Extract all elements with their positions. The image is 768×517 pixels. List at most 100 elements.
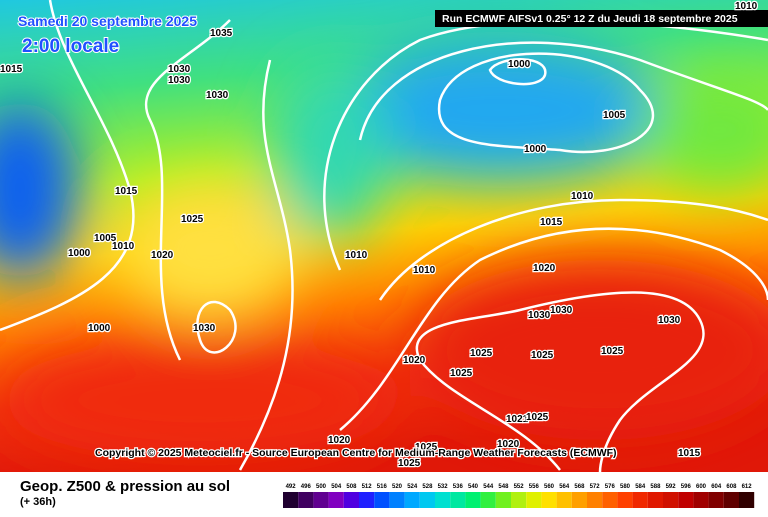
scale-swatch bbox=[571, 492, 587, 508]
scale-swatch bbox=[739, 492, 755, 508]
isobar-label: 1020 bbox=[403, 355, 426, 366]
scale-label: 612 bbox=[742, 484, 753, 490]
scale-label: 544 bbox=[483, 484, 494, 490]
scale-swatch bbox=[678, 492, 694, 508]
scale-swatch bbox=[587, 492, 603, 508]
scale-label: 560 bbox=[544, 484, 555, 490]
isobar-label: 1020 bbox=[328, 435, 351, 446]
isobar-label: 1020 bbox=[497, 439, 520, 450]
scale-label: 568 bbox=[574, 484, 585, 490]
scale-label: 504 bbox=[331, 484, 342, 490]
scale-swatch bbox=[511, 492, 527, 508]
scale-label: 520 bbox=[392, 484, 403, 490]
isobar-label: 1010 bbox=[112, 241, 135, 252]
isobar-label: 1021 bbox=[506, 414, 529, 425]
scale-swatch bbox=[526, 492, 542, 508]
scale-swatch bbox=[663, 492, 679, 508]
scale-swatch bbox=[374, 492, 390, 508]
scale-swatch bbox=[465, 492, 481, 508]
isobar-label: 1025 bbox=[601, 346, 624, 357]
scale-label: 580 bbox=[620, 484, 631, 490]
isobar-label: 1020 bbox=[533, 263, 556, 274]
isobar-label: 1030 bbox=[528, 310, 551, 321]
scale-swatch bbox=[359, 492, 375, 508]
isobar-label: 1000 bbox=[524, 144, 547, 155]
scale-swatch bbox=[693, 492, 709, 508]
scale-label: 500 bbox=[316, 484, 327, 490]
scale-label: 540 bbox=[468, 484, 479, 490]
scale-label: 600 bbox=[696, 484, 707, 490]
scale-label: 512 bbox=[362, 484, 373, 490]
scale-swatch bbox=[480, 492, 496, 508]
isobar-label: 1025 bbox=[450, 368, 473, 379]
scale-swatch bbox=[328, 492, 344, 508]
isobar-label: 1025 bbox=[526, 412, 549, 423]
isobar-label: 1030 bbox=[658, 315, 681, 326]
scale-swatch bbox=[389, 492, 405, 508]
scale-swatch bbox=[723, 492, 739, 508]
scale-label: 536 bbox=[453, 484, 464, 490]
scale-swatch bbox=[647, 492, 663, 508]
isobar-label: 1015 bbox=[540, 217, 563, 228]
isobar-label: 1025 bbox=[415, 442, 438, 453]
scale-label: 576 bbox=[605, 484, 616, 490]
isobar-label: 1010 bbox=[413, 265, 436, 276]
scale-label: 592 bbox=[666, 484, 677, 490]
isobar-label: 1005 bbox=[603, 110, 626, 121]
local-time: 2:00 locale bbox=[22, 36, 119, 57]
scale-swatch bbox=[632, 492, 648, 508]
copyright: Copyright © 2025 Meteociel.fr - Source E… bbox=[95, 447, 617, 459]
isobar-label: 1020 bbox=[151, 250, 174, 261]
scale-swatch bbox=[541, 492, 557, 508]
isobar-label: 1010 bbox=[571, 191, 594, 202]
isobar-label: 1025 bbox=[531, 350, 554, 361]
run-box bbox=[435, 10, 768, 27]
isobar-label: 1035 bbox=[210, 28, 233, 39]
scale-swatch bbox=[283, 492, 299, 508]
scale-label: 564 bbox=[559, 484, 570, 490]
lead-time: (+ 36h) bbox=[20, 496, 56, 508]
isobar-label: 1015 bbox=[0, 64, 23, 75]
scale-swatch bbox=[708, 492, 724, 508]
scale-label: 588 bbox=[650, 484, 661, 490]
color-scale: 492 496 500 504 508 512 516 520 524 528 532 536 540 5… bbox=[283, 484, 755, 508]
scale-label: 528 bbox=[422, 484, 433, 490]
scale-swatch bbox=[556, 492, 572, 508]
scale-swatch bbox=[617, 492, 633, 508]
field-blobs bbox=[0, 40, 768, 460]
date: Samedi 20 septembre 2025 bbox=[18, 13, 197, 29]
isobar-label: 1000 bbox=[508, 59, 531, 70]
scale-swatch bbox=[495, 492, 511, 508]
isobar-label: 1030 bbox=[168, 64, 191, 75]
isobar-label: 1025 bbox=[398, 458, 421, 469]
isobar-label: 1010 bbox=[345, 250, 368, 261]
scale-label: 608 bbox=[726, 484, 737, 490]
isobar-label: 1030 bbox=[206, 90, 229, 101]
scale-swatch bbox=[450, 492, 466, 508]
isobar-label: 1015 bbox=[678, 448, 701, 459]
scale-label: 548 bbox=[498, 484, 509, 490]
scale-label: 604 bbox=[711, 484, 722, 490]
isobar-label: 1010 bbox=[735, 1, 758, 12]
isobar-label: 1000 bbox=[88, 323, 111, 334]
run-text: Run ECMWF AIFSv1 0.25° 12 Z du Jeudi 18 … bbox=[442, 13, 738, 25]
scale-label: 532 bbox=[438, 484, 449, 490]
scale-label: 552 bbox=[514, 484, 525, 490]
isobar-label: 1025 bbox=[181, 214, 204, 225]
isobar-label: 1025 bbox=[470, 348, 493, 359]
isobar-label: 1030 bbox=[550, 305, 573, 316]
isobar-label: 1030 bbox=[193, 323, 216, 334]
scale-swatch bbox=[404, 492, 420, 508]
scale-swatch bbox=[435, 492, 451, 508]
scale-label: 496 bbox=[301, 484, 312, 490]
scale-swatch bbox=[602, 492, 618, 508]
scale-label: 596 bbox=[681, 484, 692, 490]
scale-label: 492 bbox=[286, 484, 297, 490]
isobars bbox=[0, 0, 768, 472]
scale-label: 524 bbox=[407, 484, 418, 490]
scale-label: 508 bbox=[346, 484, 357, 490]
isobar-label: 1015 bbox=[115, 186, 138, 197]
